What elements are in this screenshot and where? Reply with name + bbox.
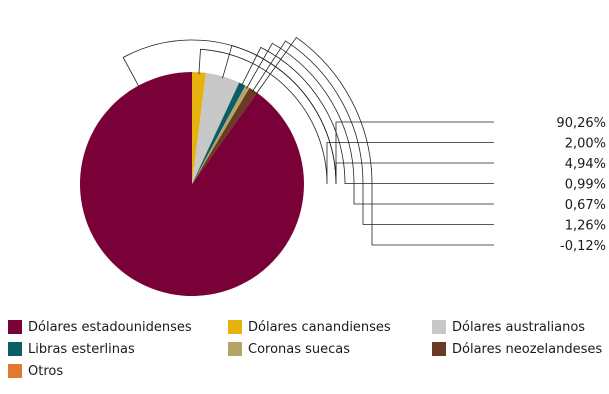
legend-item-libras-esterlinas: Libras esterlinas	[8, 340, 135, 358]
pie-slice-coronas-suecas	[192, 85, 250, 184]
pie-slice-libras-esterlinas	[192, 82, 246, 184]
value-label-dolares-estadounidenses: 90,26%	[556, 116, 606, 131]
legend-swatch	[228, 320, 242, 334]
legend-item-coronas-suecas: Coronas suecas	[228, 340, 350, 358]
legend: Dólares estadounidenses Dólares canandien…	[0, 318, 609, 394]
pie-chart: 90,26% 2,00% 4,94% 0,99% 0,67% 1,26% -0,12%	[79, 36, 606, 296]
legend-label: Libras esterlinas	[28, 341, 135, 357]
value-label-dolares-australianos: 4,94%	[565, 157, 606, 172]
legend-swatch	[8, 342, 22, 356]
leader-line-dolares-canandienses	[198, 48, 494, 185]
legend-label: Dólares australianos	[452, 319, 586, 335]
leader-line-dolares-australianos	[222, 45, 494, 185]
legend-label: Otros	[28, 363, 64, 379]
legend-label: Dólares canandienses	[248, 319, 391, 335]
value-label-otros: -0,12%	[560, 239, 606, 254]
pie-slice-dolares-australianos	[192, 72, 240, 184]
leader-line-dolares-neozelandeses	[251, 40, 494, 225]
legend-swatch	[432, 320, 446, 334]
leader-line-libras-esterlinas	[241, 46, 494, 185]
legend-label: Coronas suecas	[248, 341, 351, 357]
legend-swatch	[432, 342, 446, 356]
leader-line-otros	[255, 36, 494, 246]
legend-label: Dólares neozelandeses	[452, 341, 603, 357]
value-label-libras-esterlinas: 0,99%	[565, 178, 606, 193]
pie-slice-dolares-canandienses	[192, 72, 207, 184]
legend-swatch	[8, 364, 22, 378]
legend-swatch	[228, 342, 242, 356]
legend-item-dolares-canandienses: Dólares canandienses	[228, 318, 391, 336]
legend-item-dolares-neozelandeses: Dólares neozelandeses	[432, 340, 602, 358]
legend-swatch	[8, 320, 22, 334]
pie-slices	[79, 72, 304, 296]
legend-item-dolares-australianos: Dólares australianos	[432, 318, 585, 336]
legend-label: Dólares estadounidenses	[28, 319, 192, 335]
leader-lines	[122, 36, 494, 246]
legend-item-dolares-estadounidenses: Dólares estadounidenses	[8, 318, 192, 336]
pie-slice-dolares-estadounidenses	[79, 72, 304, 296]
legend-item-otros: Otros	[8, 362, 63, 380]
value-label-dolares-canandienses: 2,00%	[565, 137, 606, 152]
pie-slice-dolares-neozelandeses	[192, 87, 257, 184]
leader-line-coronas-suecas	[246, 42, 494, 205]
value-label-coronas-suecas: 0,67%	[565, 198, 606, 213]
value-label-dolares-neozelandeses: 1,26%	[565, 219, 606, 234]
value-labels: 90,26% 2,00% 4,94% 0,99% 0,67% 1,26% -0,12%	[556, 116, 606, 254]
